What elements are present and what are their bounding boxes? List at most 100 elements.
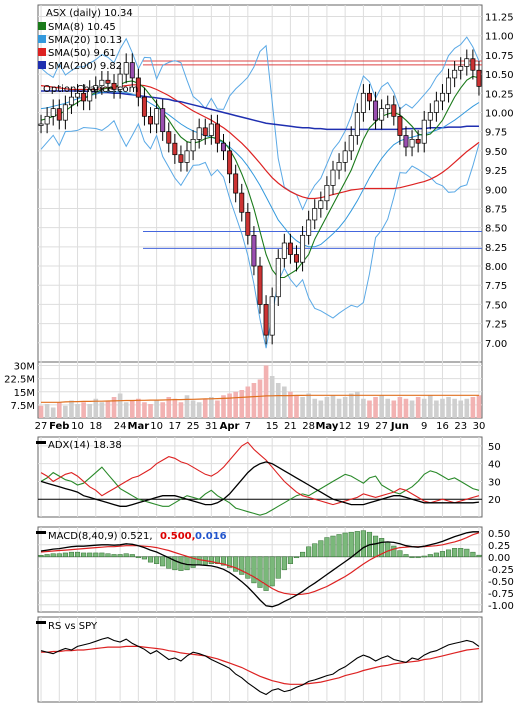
volume-bar: [348, 393, 354, 418]
volume-bar: [148, 404, 153, 418]
macd-histogram-bar: [433, 552, 439, 558]
volume-bar: [123, 402, 129, 418]
volume-bar: [446, 397, 451, 418]
x-tick-label: 10: [71, 421, 84, 432]
candle-body: [470, 58, 476, 71]
candle-body: [87, 89, 93, 102]
macd-tick-label: 0.00: [488, 553, 510, 564]
macd-tick-label: -0.75: [488, 589, 514, 600]
legend-entry: SMA(8) 10.45: [48, 22, 116, 33]
volume-average-line: [41, 394, 479, 403]
adx-label: ADX(14) 18.38: [48, 440, 122, 451]
volume-bar: [427, 395, 433, 418]
volume-bar: [166, 397, 172, 418]
x-tick-label: May: [315, 421, 338, 432]
candle-body: [391, 104, 397, 117]
macd-histogram-bar: [227, 556, 233, 568]
volume-bar: [385, 398, 391, 418]
candle-body: [105, 79, 111, 84]
y-tick-label: 10.25: [485, 89, 514, 100]
macd-tick-label: 0.25: [488, 541, 510, 552]
volume-bar: [452, 398, 457, 418]
x-tick-label: 21: [284, 421, 297, 432]
x-tick-label: 31: [205, 421, 218, 432]
candle-body: [336, 162, 342, 171]
macd-tick-label: -0.50: [488, 577, 514, 588]
legend-swatch: [38, 61, 46, 69]
rs-label: RS vs SPY: [48, 621, 98, 632]
x-tick-label: 9: [421, 421, 427, 432]
x-tick-label: 24: [114, 421, 127, 432]
macd-histogram-bar: [123, 553, 129, 558]
candle-body: [196, 127, 202, 140]
volume-bar: [324, 397, 330, 418]
candle-body: [75, 92, 81, 98]
volume-bar: [409, 400, 415, 418]
macd-histogram-bar: [330, 535, 336, 558]
macd-histogram-bar: [141, 556, 147, 560]
volume-bar: [434, 400, 439, 418]
macd-histogram-bar: [233, 556, 239, 572]
legend-entry: SMA(20) 10.13: [48, 35, 122, 46]
candle-body: [403, 135, 409, 148]
legend-entry: SMA(50) 9.61: [48, 48, 116, 59]
minus-di-line: [40, 441, 480, 506]
x-tick-label: 15: [266, 421, 279, 432]
macd-histogram-bar: [62, 552, 68, 558]
volume-bar: [391, 400, 397, 418]
candle-body: [439, 92, 445, 102]
y-tick-label: 10.50: [485, 70, 514, 81]
macd-histogram-bar: [318, 540, 324, 558]
volume-bar: [129, 400, 135, 418]
macd-histogram-bar: [172, 556, 178, 571]
x-tick-label: 12: [339, 421, 352, 432]
macd-histogram-bar: [287, 556, 293, 564]
candle-body: [318, 200, 324, 209]
y-tick-label: 8.50: [485, 224, 507, 235]
candle-body: [287, 242, 293, 255]
volume-bar: [209, 397, 214, 418]
volume-bar: [397, 397, 403, 418]
legend-swatch: [38, 48, 46, 56]
x-tick-label: 18: [89, 421, 102, 432]
bollinger-upper: [40, 36, 480, 211]
volume-bar: [294, 395, 299, 418]
macd-histogram-bar: [166, 556, 172, 569]
volume-bar: [476, 395, 482, 418]
candle-body: [300, 234, 306, 263]
macd-histogram-bar: [160, 556, 166, 567]
candle-body: [50, 108, 56, 117]
macd-histogram-bar: [275, 556, 281, 579]
volume-bar: [105, 400, 111, 418]
volume-bar: [160, 402, 165, 418]
volume-tick-label: 22.5M: [4, 375, 35, 386]
macd-histogram-bar: [56, 553, 62, 558]
adx-tick-label: 50: [488, 442, 501, 453]
candle-body: [214, 123, 220, 144]
macd-histogram-bar: [208, 556, 214, 564]
volume-bar: [367, 400, 372, 418]
volume-bar: [421, 398, 427, 418]
candle-body: [330, 169, 336, 186]
macd-histogram-bar: [403, 554, 409, 558]
candle-body: [233, 173, 239, 194]
adx-tick-label: 20: [488, 495, 501, 506]
x-tick-label: 10: [150, 421, 163, 432]
macd-histogram-bar: [245, 556, 251, 579]
y-tick-label: 7.00: [485, 339, 507, 350]
x-tick-label: 28: [302, 421, 315, 432]
volume-bar: [154, 400, 159, 418]
x-tick-label: 16: [436, 421, 449, 432]
macd-histogram-bar: [439, 551, 446, 558]
candle-body: [245, 211, 251, 236]
macd-histogram-bar: [348, 531, 354, 558]
candle-body: [324, 185, 330, 202]
candle-body: [129, 62, 135, 79]
x-tick-label: 7: [245, 421, 251, 432]
macd-histogram-value: 0.016: [195, 531, 227, 542]
candle-body: [166, 131, 172, 144]
volume-bar: [269, 376, 275, 418]
candle-body: [360, 92, 366, 113]
rs-line: [40, 637, 480, 696]
candle-body: [342, 150, 348, 163]
